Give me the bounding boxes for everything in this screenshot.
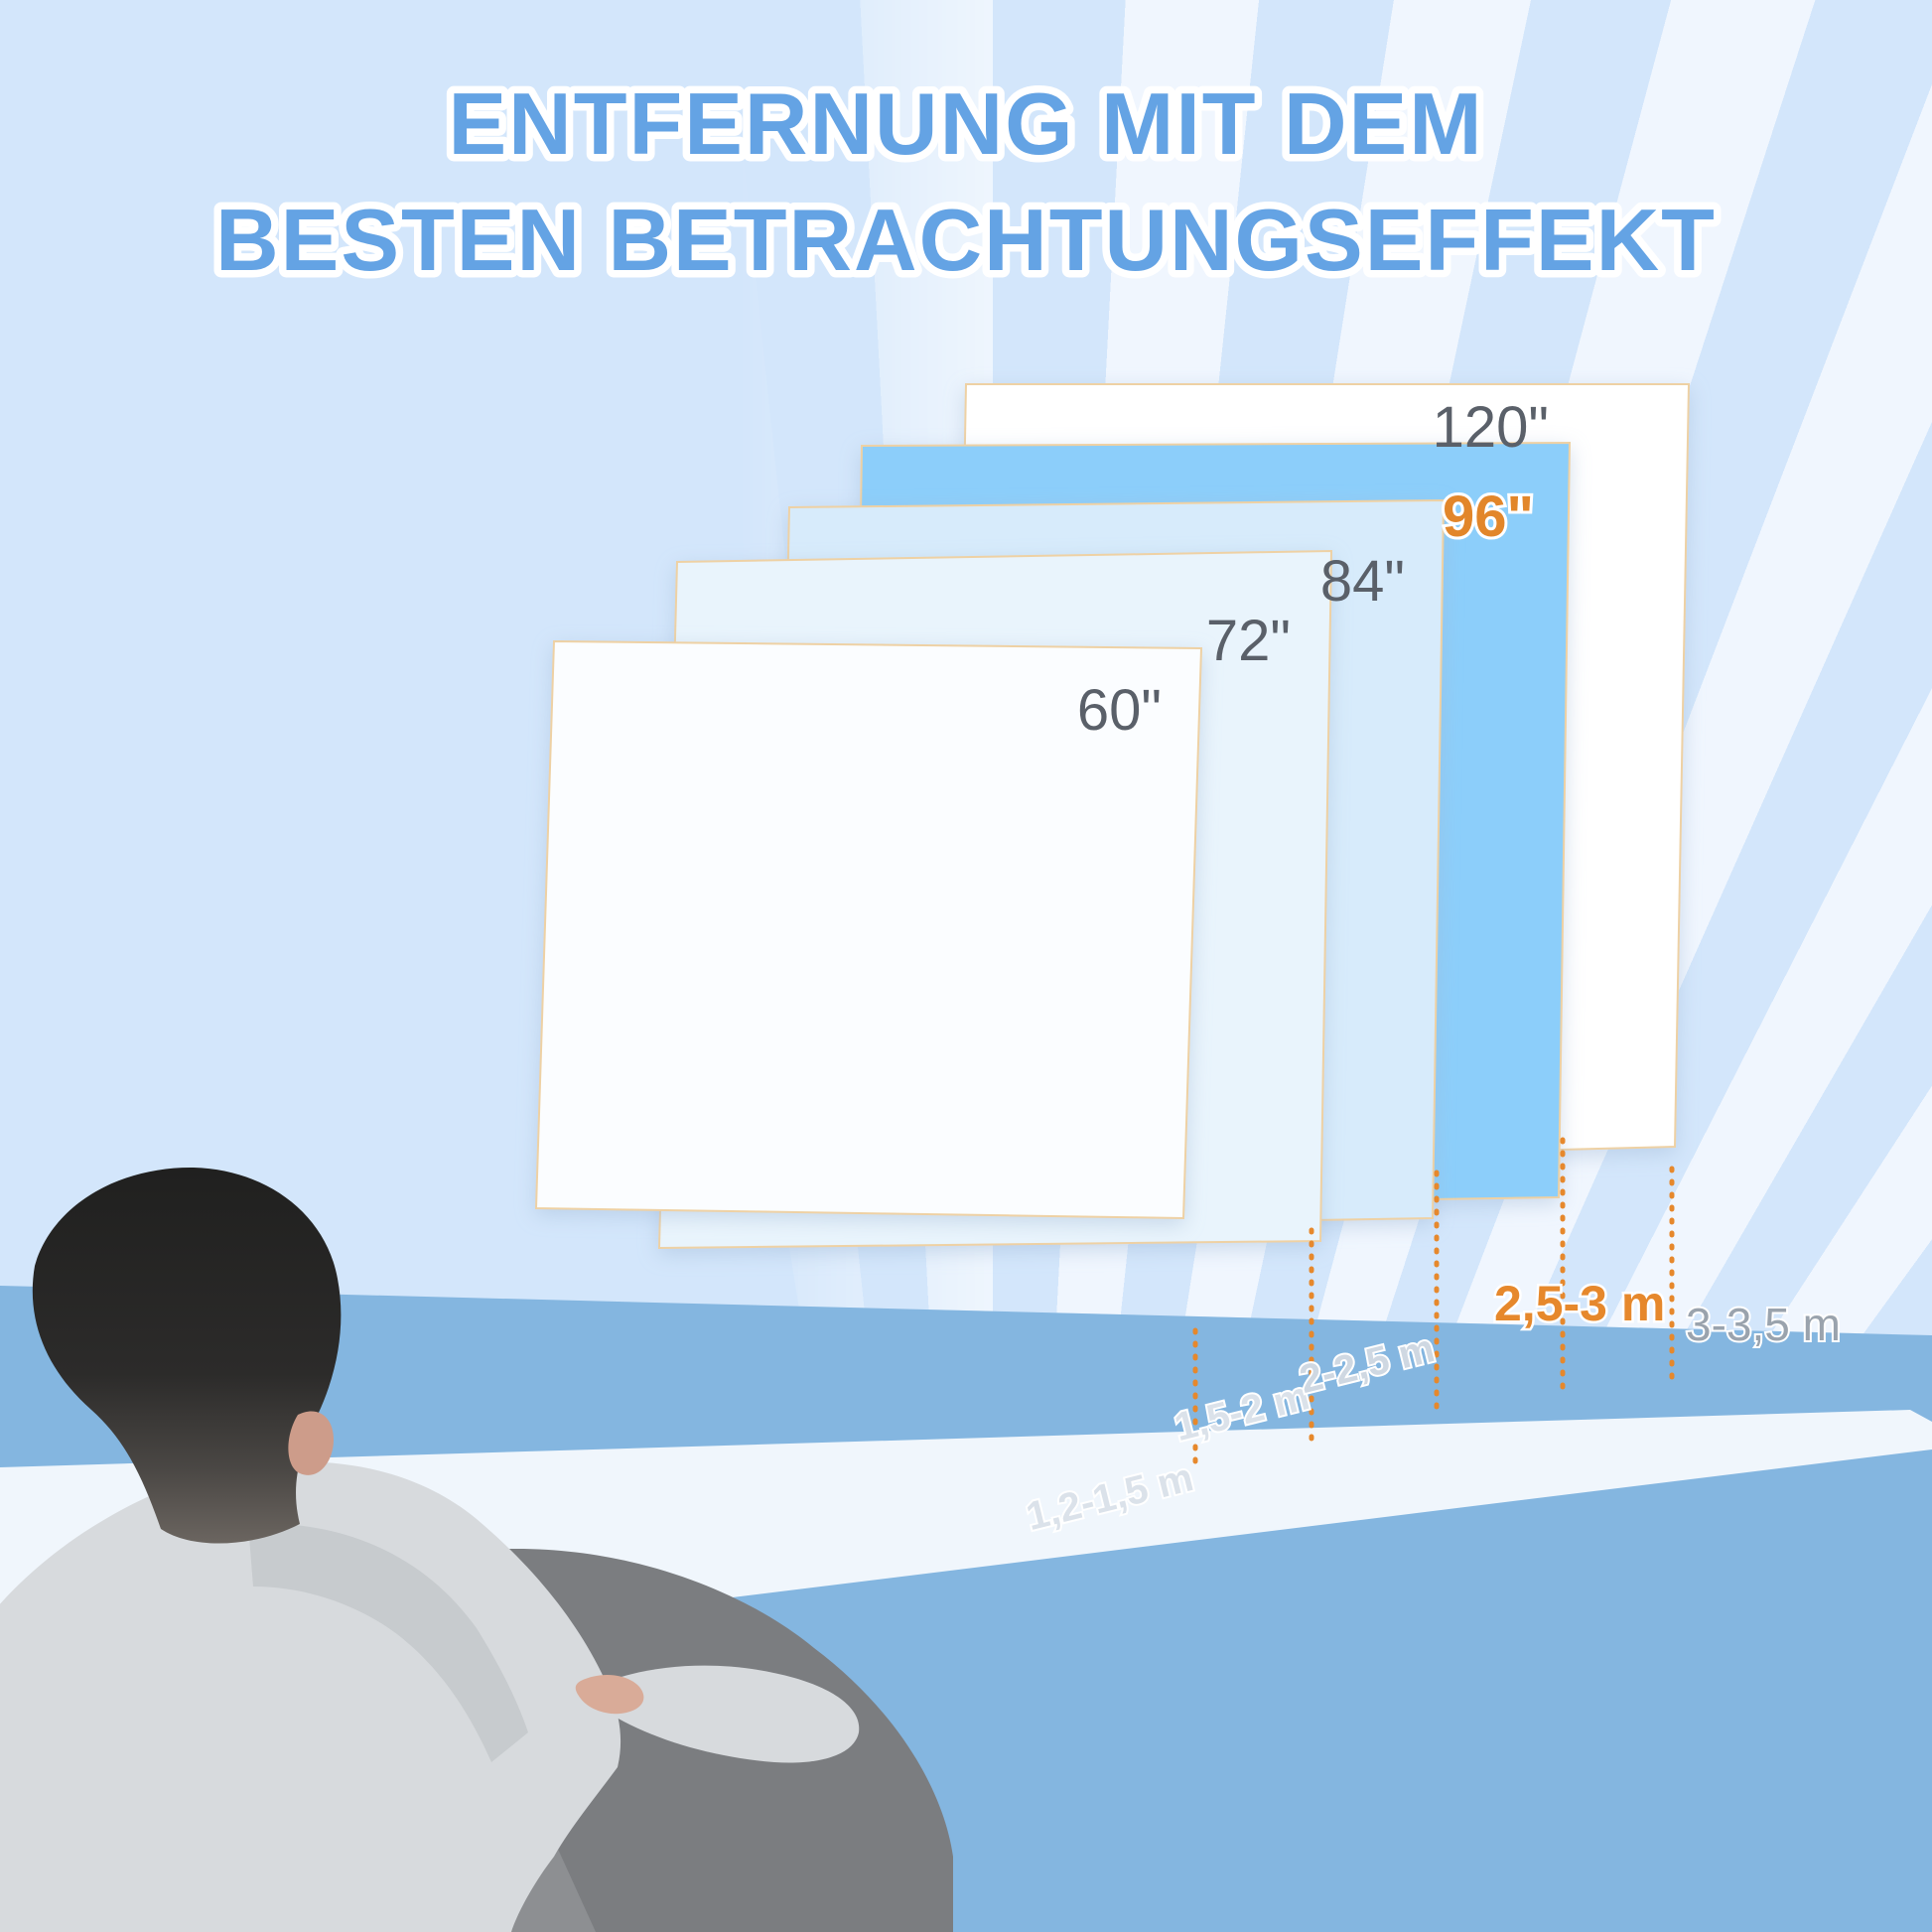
svg-text:72": 72" — [1206, 609, 1291, 673]
svg-text:BESTEN BETRACHTUNGSEFFEKT: BESTEN BETRACHTUNGSEFFEKT — [215, 191, 1717, 289]
svg-text:84": 84" — [1320, 549, 1405, 614]
svg-text:3-3,5 m: 3-3,5 m — [1686, 1299, 1841, 1350]
svg-text:60": 60" — [1077, 678, 1162, 743]
svg-text:ENTFERNUNG MIT DEM: ENTFERNUNG MIT DEM — [448, 74, 1483, 173]
svg-text:2,5-3 m: 2,5-3 m — [1494, 1276, 1665, 1331]
svg-text:120": 120" — [1433, 395, 1549, 460]
svg-text:96": 96" — [1443, 484, 1534, 549]
